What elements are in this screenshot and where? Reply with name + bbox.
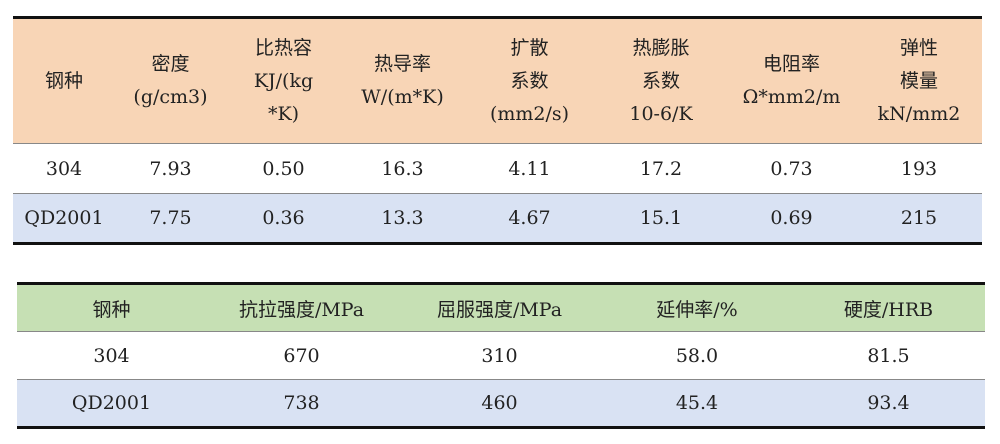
header-line: 比热容 (254, 36, 312, 59)
column-header: 热导率 W/(m*K) (341, 18, 464, 144)
column-header: 比热容 KJ/(kg *K) (226, 18, 341, 144)
table-cell: 0.69 (770, 207, 813, 229)
table-cell: 4.67 (508, 207, 551, 229)
table-cell: 0.50 (262, 157, 305, 180)
table-cell: 304 (45, 157, 83, 180)
table-header-row: 钢种 抗拉强度/MPa 屈服强度/MPa 延伸率/% 硬度/HRB (17, 283, 985, 332)
table-row: QD2001 7.75 0.36 13.3 4.67 15.1 0.69 215 (13, 193, 982, 244)
header-line: 热导率 (373, 53, 431, 75)
table-cell: 460 (481, 392, 518, 414)
header-line: 密度 (151, 53, 190, 75)
column-header: 钢种 (13, 18, 115, 144)
table-header-row: 钢种 密度 (g/cm3) 比热容 KJ/(kg *K) 热导率 W/(m*K) 扩散系数 (mm… (13, 17, 982, 144)
table-cell: 215 (900, 207, 938, 229)
header-line: 模量 (899, 69, 938, 92)
column-header: 扩散系数 (mm2/s) (464, 18, 595, 144)
header-line: 钢种 (44, 69, 83, 92)
table-cell: 7.75 (149, 207, 192, 229)
table-cell: QD2001 (71, 392, 152, 414)
table-cell: 58.0 (675, 344, 719, 367)
header-line: (g/cm3) (133, 86, 208, 108)
table-cell: 17.2 (639, 157, 683, 180)
header-line: 弹性 (899, 36, 938, 59)
table-cell: 310 (481, 344, 518, 367)
table-row: QD2001 738 460 45.4 93.4 (17, 379, 985, 428)
header-line: Ω*mm2/m (742, 86, 841, 108)
header-line: 10-6/K (629, 102, 693, 125)
column-header: 屈服强度/MPa (436, 298, 563, 321)
table-cell: 16.3 (381, 157, 424, 180)
column-header: 延伸率/% (656, 298, 738, 321)
header-line: *K) (267, 102, 300, 125)
table-cell: 81.5 (867, 344, 910, 367)
column-header: 密度 (g/cm3) (115, 18, 226, 144)
table-cell: 738 (283, 392, 320, 414)
table-cell: 304 (93, 344, 130, 367)
table-cell: 0.73 (770, 157, 813, 180)
header-line: KJ/(kg (253, 69, 314, 92)
header-line: 热膨胀 (632, 36, 690, 59)
table-cell: 7.93 (149, 157, 192, 180)
header-line: W/(m*K) (361, 86, 444, 108)
column-header: 钢种 (92, 298, 131, 321)
column-header: 热膨胀系数 10-6/K (595, 18, 727, 144)
table-row: 304 7.93 0.50 16.3 4.11 17.2 0.73 193 (13, 143, 982, 194)
header-line: 系数 (510, 69, 549, 92)
table-cell: 670 (283, 344, 320, 367)
table-cell: QD2001 (24, 207, 104, 229)
header-line: (mm2/s) (489, 102, 570, 125)
header-line: 电阻率 (762, 53, 820, 75)
table-cell: 193 (900, 157, 938, 180)
mechanical-properties-table: 钢种 抗拉强度/MPa 屈服强度/MPa 延伸率/% 硬度/HRB 304 670 310 5… (17, 282, 985, 429)
column-header: 电阻率 Ω*mm2/m (727, 18, 856, 144)
column-header: 弹性模量 kN/mm2 (856, 18, 982, 144)
header-line: 系数 (641, 69, 680, 92)
header-line: kN/mm2 (877, 102, 961, 125)
table-cell: 93.4 (867, 392, 910, 414)
physical-properties-table: 钢种 密度 (g/cm3) 比热容 KJ/(kg *K) 热导率 W/(m*K) 扩散系数 (mm… (13, 16, 982, 245)
table-row: 304 670 310 58.0 81.5 (17, 331, 985, 380)
table-cell: 13.3 (381, 207, 424, 229)
table-cell: 15.1 (639, 207, 683, 229)
column-header: 硬度/HRB (843, 298, 934, 321)
column-header: 抗拉强度/MPa (238, 298, 365, 321)
header-line: 扩散 (510, 36, 549, 59)
table-cell: 45.4 (675, 392, 719, 414)
table-cell: 4.11 (508, 157, 551, 180)
table-cell: 0.36 (262, 207, 305, 229)
